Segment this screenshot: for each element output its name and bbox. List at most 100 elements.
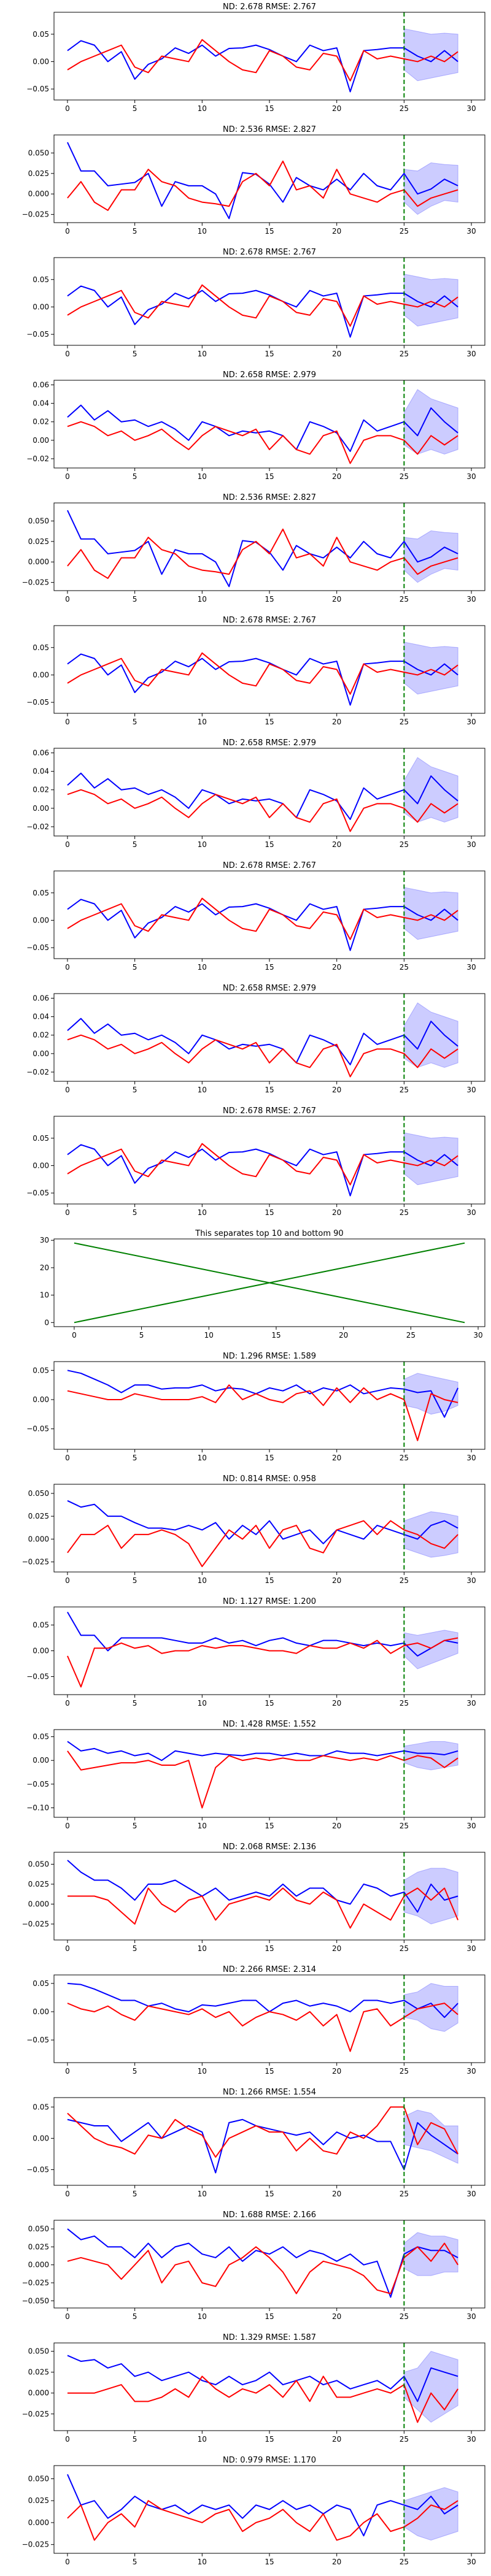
x-tick-label: 15 xyxy=(265,718,274,726)
actual-series-line xyxy=(67,897,458,940)
confidence-band xyxy=(403,1741,458,1771)
y-tick-label: 0.000 xyxy=(28,2389,49,2398)
y-tick-label: 0.04 xyxy=(33,1013,49,1021)
x-tick-label: 5 xyxy=(133,1454,137,1462)
x-tick-label: 20 xyxy=(332,1576,341,1585)
y-tick-label: 0.00 xyxy=(33,1647,49,1655)
x-tick-label: 10 xyxy=(198,1944,207,1953)
y-tick-label: 0.02 xyxy=(33,786,49,794)
x-tick-label: 0 xyxy=(65,595,70,604)
y-tick-label: 0.06 xyxy=(33,381,49,389)
axes-frame xyxy=(53,1238,485,1327)
x-tick-label: 25 xyxy=(400,840,409,849)
y-tick-label: −0.05 xyxy=(26,1673,49,1681)
plot-area xyxy=(67,994,458,1081)
chart-panel: ND: 2.068 RMSE: 2.136 0 5 10 15 20 25 30 −0.025 0… xyxy=(22,1842,485,1953)
x-tick-label: 20 xyxy=(332,1086,341,1094)
chart-title: ND: 2.536 RMSE: 2.827 xyxy=(223,125,316,134)
y-tick-label: 0.050 xyxy=(28,148,49,157)
y-tick-label: 0.05 xyxy=(33,889,49,897)
chart-title: ND: 1.329 RMSE: 1.587 xyxy=(223,2333,316,2342)
y-tick-label: 0 xyxy=(44,1318,49,1327)
actual-series-line xyxy=(67,652,458,695)
x-tick-label: 20 xyxy=(332,1208,341,1217)
y-tick-label: 0.05 xyxy=(33,643,49,652)
forecast-series-line xyxy=(67,2118,458,2174)
chart-title: ND: 2.678 RMSE: 2.767 xyxy=(223,1106,316,1116)
y-tick-label: −0.05 xyxy=(26,1425,49,1433)
plot-area xyxy=(67,871,458,959)
x-tick-label: 5 xyxy=(133,1208,137,1217)
x-tick-label: 25 xyxy=(400,2558,409,2566)
x-tick-label: 20 xyxy=(332,2312,341,2321)
chart-title: ND: 2.658 RMSE: 2.979 xyxy=(223,370,316,380)
actual-series-line xyxy=(67,1887,459,1929)
y-tick-label: 0.02 xyxy=(33,1031,49,1040)
plot-area xyxy=(67,1607,458,1695)
chart-panel: ND: 1.266 RMSE: 1.554 0 5 10 15 20 25 30 −0.05 0.… xyxy=(26,2088,485,2198)
x-tick-label: 25 xyxy=(400,1576,409,1585)
y-tick-label: 0.06 xyxy=(33,994,49,1003)
chart-title: ND: 1.127 RMSE: 1.200 xyxy=(223,1597,316,1606)
x-tick-label: 15 xyxy=(265,840,274,849)
plot-area xyxy=(67,2466,458,2553)
x-tick-label: 25 xyxy=(400,1454,409,1462)
y-tick-label: 30 xyxy=(40,1236,49,1244)
y-tick-label: −0.025 xyxy=(22,578,49,587)
x-tick-label: 20 xyxy=(332,2558,341,2566)
actual-series-line xyxy=(67,1637,458,1688)
x-tick-label: 25 xyxy=(400,104,409,113)
confidence-band xyxy=(403,2487,458,2541)
x-tick-label: 0 xyxy=(65,472,70,481)
x-tick-label: 5 xyxy=(133,718,137,726)
y-tick-label: 0.04 xyxy=(33,399,49,408)
plot-area xyxy=(67,1116,458,1204)
x-tick-label: 30 xyxy=(466,472,476,481)
y-tick-label: 0.050 xyxy=(28,2347,49,2356)
x-tick-label: 10 xyxy=(198,2312,207,2321)
chart-panel: ND: 2.678 RMSE: 2.767 0 5 10 15 20 25 30 −0.05 0.… xyxy=(26,1106,485,1217)
axes-frame xyxy=(53,1729,485,1818)
x-tick-label: 5 xyxy=(133,963,137,972)
y-tick-label: −0.025 xyxy=(22,2410,49,2418)
x-tick-label: 30 xyxy=(466,595,476,604)
y-tick-label: 0.05 xyxy=(33,30,49,39)
x-tick-label: 5 xyxy=(133,350,137,358)
x-tick-label: 0 xyxy=(65,1086,70,1094)
y-tick-label: −0.02 xyxy=(26,454,49,463)
confidence-band xyxy=(403,757,458,822)
confidence-band xyxy=(403,1868,458,1925)
x-tick-label: 15 xyxy=(265,1699,274,1708)
x-tick-label: 25 xyxy=(400,2190,409,2198)
x-tick-label: 25 xyxy=(400,718,409,726)
x-tick-label: 25 xyxy=(400,595,409,604)
forecast-series-line xyxy=(67,285,458,338)
confidence-band xyxy=(403,1983,458,2032)
y-tick-label: −0.05 xyxy=(26,2165,49,2174)
x-tick-label: 0 xyxy=(65,2067,70,2076)
x-tick-label: 30 xyxy=(466,2312,476,2321)
y-tick-label: 0.05 xyxy=(33,1134,49,1143)
y-tick-label: 0.06 xyxy=(33,749,49,757)
x-tick-label: 20 xyxy=(332,718,341,726)
y-tick-label: 0.000 xyxy=(28,1900,49,1909)
x-tick-label: 5 xyxy=(133,840,137,849)
chart-title: ND: 2.678 RMSE: 2.767 xyxy=(223,861,316,870)
x-tick-label: 20 xyxy=(332,2190,341,2198)
confidence-band xyxy=(403,28,458,82)
x-tick-label: 30 xyxy=(466,1576,476,1585)
y-tick-label: 0.04 xyxy=(33,767,49,776)
x-tick-label: 30 xyxy=(466,1699,476,1708)
y-tick-label: 0.050 xyxy=(28,2225,49,2233)
x-tick-label: 30 xyxy=(466,2435,476,2444)
y-tick-label: 0.025 xyxy=(28,169,49,178)
x-tick-label: 30 xyxy=(466,1822,476,1830)
confidence-band xyxy=(403,642,458,695)
y-tick-label: 0.02 xyxy=(33,418,49,426)
x-tick-label: 5 xyxy=(133,472,137,481)
x-tick-label: 15 xyxy=(265,1944,274,1953)
x-tick-label: 25 xyxy=(400,1822,409,1830)
chart-title: ND: 2.536 RMSE: 2.827 xyxy=(223,493,316,502)
plot-area xyxy=(67,1975,458,2063)
forecast-series-line xyxy=(67,1611,458,1657)
